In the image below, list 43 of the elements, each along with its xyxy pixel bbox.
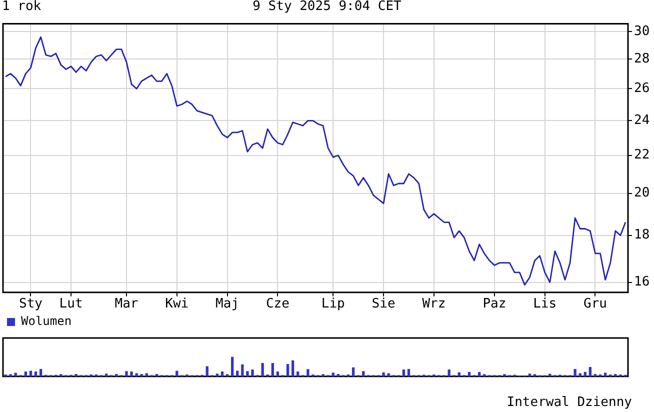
- bar: [448, 370, 450, 376]
- y-tick-label: 30: [634, 24, 650, 40]
- bar: [135, 373, 138, 376]
- bar: [261, 363, 264, 376]
- bar: [29, 370, 32, 376]
- bar: [176, 370, 178, 376]
- x-tick-label: Sty: [18, 296, 43, 312]
- x-tick-label: Lut: [59, 296, 83, 312]
- y-tick-label: 20: [634, 186, 650, 201]
- x-tick-label: Maj: [216, 296, 240, 312]
- y-tick-label: 28: [634, 52, 650, 67]
- bar: [306, 369, 310, 376]
- y-tick-label: 18: [634, 228, 650, 243]
- x-tick-label: Gru: [583, 296, 607, 312]
- bar: [241, 364, 244, 376]
- x-tick-label: Cze: [266, 296, 290, 312]
- x-tick-label: Wrz: [422, 296, 446, 312]
- bar: [588, 367, 592, 376]
- chart-title: 1 rok: [2, 0, 42, 14]
- x-tick-label: Lip: [321, 296, 346, 312]
- bar: [246, 371, 249, 376]
- x-tick-label: Lis: [533, 296, 557, 312]
- bar: [231, 356, 234, 376]
- text: Interwal Dzienny: [506, 395, 632, 410]
- x-tick-label: Kwi: [165, 296, 189, 312]
- y-tick-label: 22: [634, 148, 650, 163]
- bar: [130, 371, 133, 376]
- x-tick-label: Mar: [114, 296, 138, 312]
- y-tick-label: 16: [634, 274, 650, 290]
- chart-subtitle: 9 Sty 2025 9:04 CET: [252, 0, 402, 14]
- bar: [125, 371, 128, 376]
- bar: [236, 370, 239, 376]
- bar: [251, 370, 254, 376]
- x-tick-label: Sie: [372, 296, 396, 312]
- bar: [271, 363, 274, 376]
- legend-label: Wolumen: [21, 314, 72, 328]
- y-tick-label: 26: [634, 81, 650, 96]
- bar: [574, 368, 576, 376]
- y-tick-label: 24: [634, 113, 650, 128]
- x-tick-label: Paz: [482, 296, 506, 312]
- bar: [291, 360, 294, 376]
- bar: [286, 364, 290, 376]
- bar: [382, 372, 385, 376]
